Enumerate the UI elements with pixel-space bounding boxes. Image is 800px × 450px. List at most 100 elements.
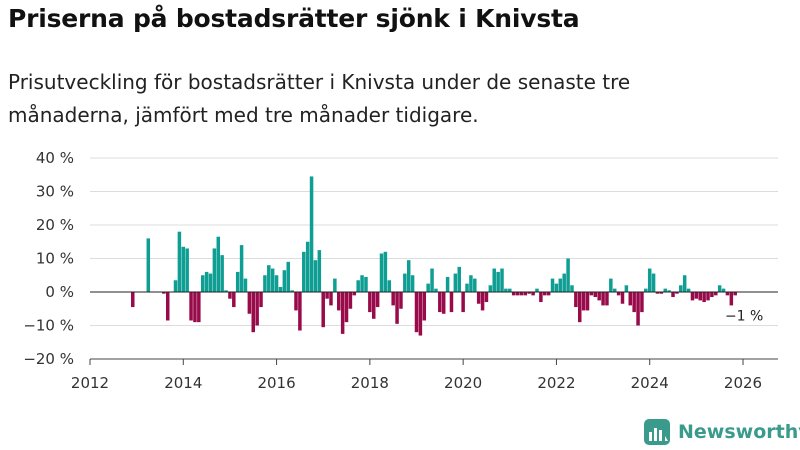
- bar: [593, 292, 598, 298]
- bar: [270, 268, 275, 292]
- bar: [294, 292, 298, 311]
- bar: [511, 292, 516, 296]
- bar: [675, 292, 679, 294]
- bar: [616, 292, 621, 296]
- bar: [131, 292, 135, 308]
- bar: [375, 292, 380, 308]
- bar: [305, 241, 310, 292]
- bar: [659, 292, 664, 294]
- bar: [663, 288, 667, 292]
- bar: [702, 292, 706, 303]
- bar: [239, 245, 244, 292]
- bar: [173, 280, 178, 292]
- bar: [422, 292, 427, 321]
- bar: [647, 268, 652, 292]
- bar: [438, 292, 442, 313]
- bar: [574, 292, 578, 308]
- bar: [185, 248, 189, 292]
- bar: [313, 260, 318, 292]
- bar: [445, 276, 450, 292]
- bar: [729, 292, 734, 306]
- bar: [465, 283, 469, 293]
- bar: [189, 292, 193, 321]
- y-tick-label: 20 %: [36, 216, 74, 234]
- bar: [671, 292, 675, 298]
- bar: [488, 285, 493, 292]
- bar: [624, 285, 629, 292]
- bar: [177, 231, 182, 292]
- bar: [725, 292, 730, 296]
- y-tick-label: 30 %: [36, 183, 74, 201]
- bar: [546, 292, 551, 296]
- bar: [710, 292, 714, 298]
- bar: [504, 288, 508, 292]
- brand[interactable]: Newsworthy: [644, 419, 800, 445]
- bar: [690, 292, 695, 301]
- bar: [162, 292, 166, 294]
- newsworthy-logo-icon: [644, 419, 670, 445]
- bar: [356, 280, 360, 292]
- bar: [539, 292, 543, 303]
- bar: [449, 292, 454, 313]
- bar: [686, 288, 691, 292]
- bar: [383, 251, 388, 292]
- bar: [379, 253, 384, 292]
- bar: [543, 292, 547, 296]
- last-value-label: −1 %: [725, 308, 763, 324]
- bar: [344, 292, 349, 323]
- bar: [232, 292, 236, 308]
- bar: [228, 292, 232, 299]
- bar: [570, 285, 574, 292]
- bar: [585, 292, 590, 311]
- bar: [352, 292, 357, 296]
- bar: [325, 292, 329, 299]
- bar: [682, 275, 687, 292]
- bar: [453, 273, 458, 292]
- x-tick-label: 2022: [537, 374, 575, 392]
- bar: [309, 176, 314, 292]
- bar: [667, 290, 671, 292]
- bar: [679, 285, 683, 292]
- bar: [247, 292, 252, 314]
- y-tick-label: −20 %: [23, 350, 74, 368]
- bar: [212, 248, 217, 292]
- bar: [721, 288, 726, 292]
- bar: [581, 292, 586, 311]
- bar: [632, 292, 636, 313]
- bar: [255, 292, 259, 326]
- bar: [368, 292, 372, 313]
- bar: [492, 268, 496, 292]
- bar: [527, 292, 531, 294]
- bar: [399, 292, 403, 309]
- bar: [566, 258, 570, 292]
- bar: [197, 292, 201, 323]
- bar: [644, 288, 648, 292]
- y-tick-label: 40 %: [36, 149, 74, 167]
- bar: [500, 268, 504, 292]
- bar: [371, 292, 376, 319]
- bar: [348, 292, 353, 309]
- bar: [519, 292, 524, 296]
- bar: [251, 292, 255, 333]
- bar: [290, 290, 294, 292]
- bar: [340, 292, 345, 334]
- bar: [469, 275, 473, 292]
- x-tick-label: 2016: [257, 374, 295, 392]
- bar: [601, 292, 605, 306]
- page-title: Priserna på bostadsrätter sjönk i Knivst…: [8, 4, 580, 33]
- bar: [235, 271, 240, 292]
- x-tick-label: 2020: [444, 374, 482, 392]
- bar: [329, 292, 333, 306]
- y-tick-label: 10 %: [36, 250, 74, 268]
- y-tick-label: −10 %: [23, 317, 74, 335]
- x-tick-label: 2024: [631, 374, 669, 392]
- bar: [391, 292, 395, 306]
- bar: [531, 292, 535, 296]
- bar: [278, 286, 283, 292]
- bar: [441, 292, 446, 314]
- bar: [535, 288, 539, 292]
- bar: [224, 290, 228, 292]
- bar: [609, 278, 613, 292]
- bar: [333, 278, 337, 292]
- bar: [515, 292, 520, 296]
